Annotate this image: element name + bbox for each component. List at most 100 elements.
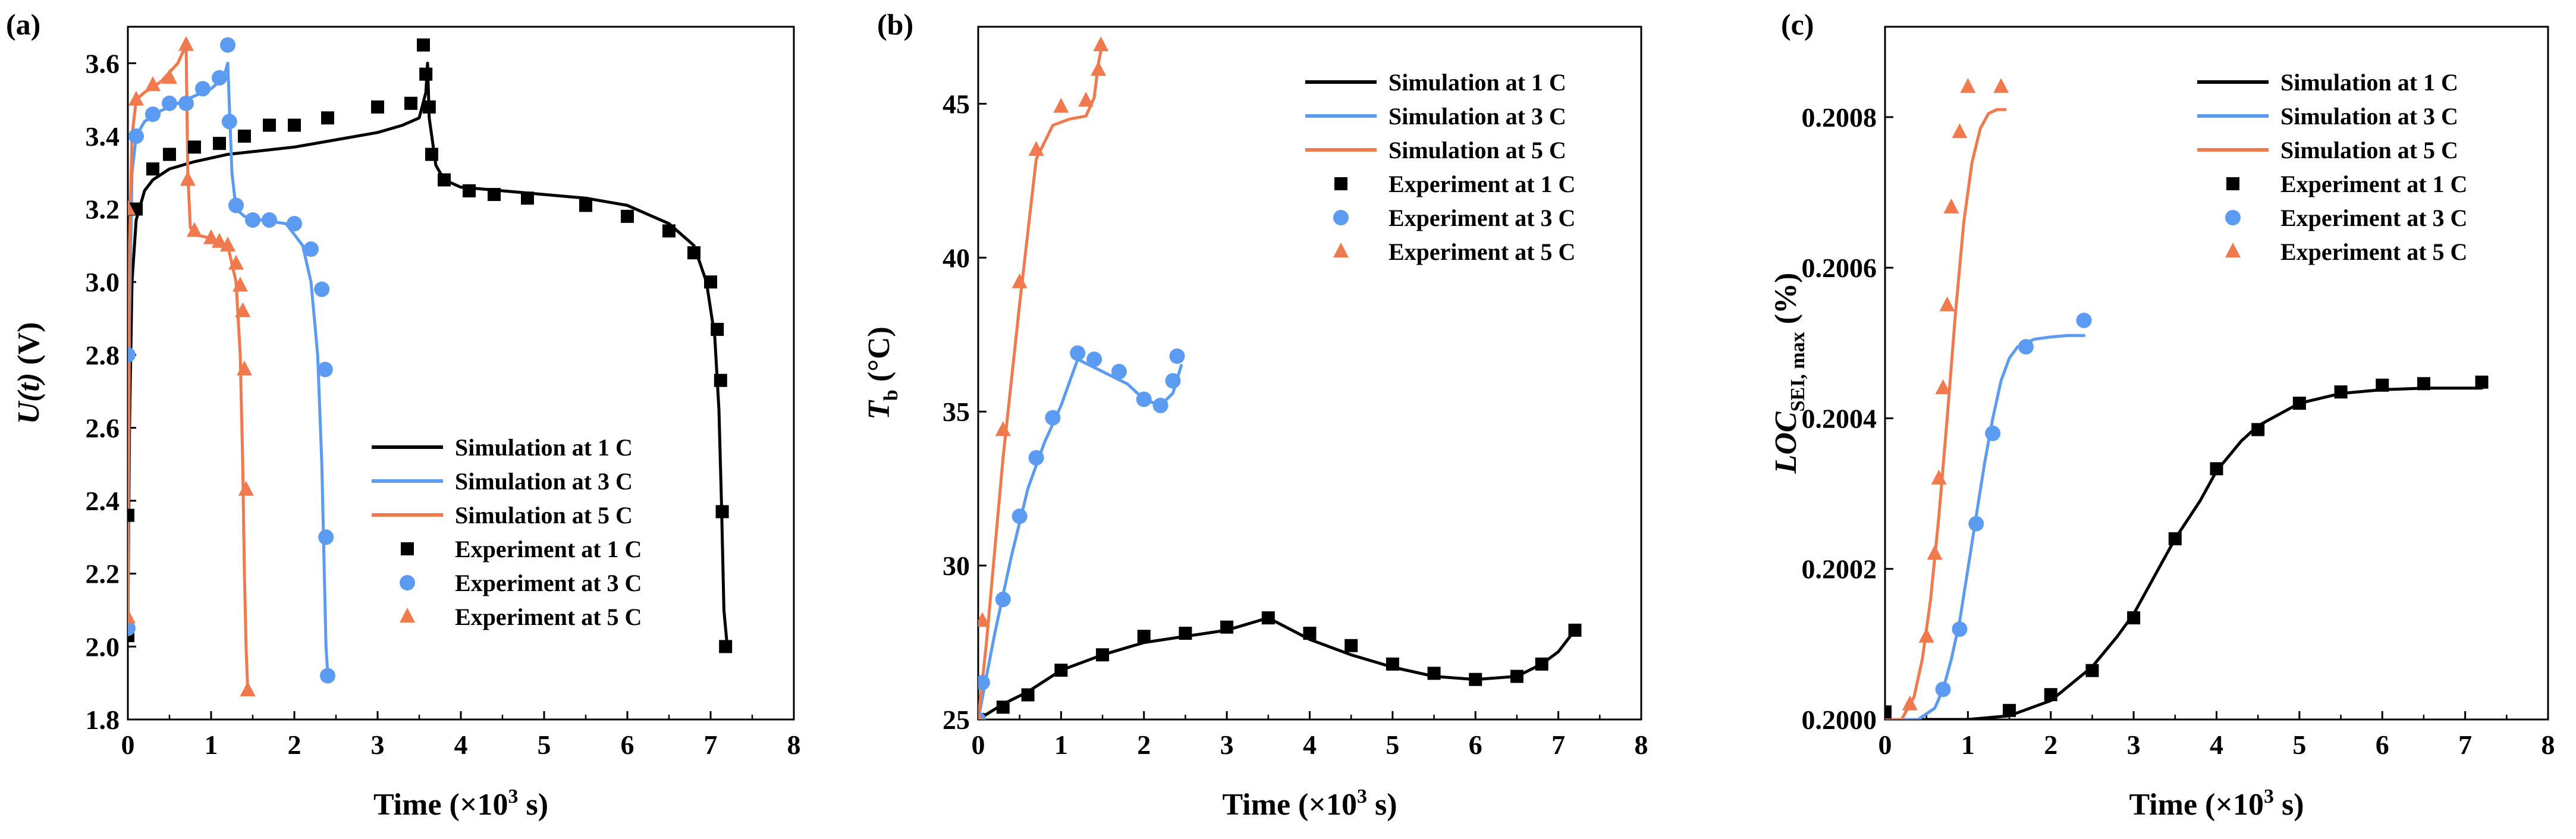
x-axis-title: Time (×103 s)	[1222, 785, 1397, 822]
data-point	[178, 95, 194, 111]
data-point	[714, 373, 727, 387]
data-point	[1078, 92, 1094, 107]
plot-area	[978, 36, 1582, 719]
data-point	[2210, 462, 2223, 476]
x-tick-label: 7	[2458, 730, 2472, 760]
data-point	[579, 199, 592, 212]
y-tick-label: 0.2002	[1802, 554, 1877, 585]
series-line	[978, 616, 1576, 719]
x-tick-label: 5	[2292, 730, 2306, 760]
data-point	[425, 147, 438, 161]
data-point	[245, 212, 260, 228]
panel-letter: (a)	[6, 8, 40, 41]
data-point	[1169, 348, 1185, 364]
data-point	[128, 200, 136, 215]
data-point	[1568, 623, 1582, 637]
legend-label: Experiment at 5 C	[455, 604, 642, 630]
data-point	[1303, 627, 1317, 640]
x-axis-title: Time (×103 s)	[373, 785, 548, 822]
legend-label: Experiment at 5 C	[2280, 238, 2467, 265]
legend: Simulation at 1 C Simulation at 3 C Simula…	[372, 434, 642, 630]
y-axis-title-main: T	[862, 400, 896, 420]
legend-label: Experiment at 3 C	[2280, 205, 2467, 231]
data-point	[238, 129, 251, 143]
y-tick-label: 35	[943, 397, 970, 427]
data-point	[404, 96, 417, 110]
data-point	[2018, 339, 2034, 355]
x-tick-label: 0	[972, 730, 985, 760]
series-line	[1885, 334, 2085, 719]
series-4	[978, 611, 1582, 719]
legend-item: Experiment at 3 C	[1333, 205, 1575, 231]
data-point	[1011, 508, 1028, 524]
data-point	[1386, 657, 1399, 671]
data-point	[1111, 363, 1127, 379]
x-tick-label: 4	[2210, 730, 2223, 760]
series-4	[128, 38, 733, 653]
legend-item: Simulation at 1 C	[2197, 69, 2458, 96]
legend-marker-swatch	[2225, 210, 2241, 225]
data-point	[1021, 688, 1035, 702]
data-point	[146, 162, 159, 176]
legend-item: Experiment at 5 C	[2225, 238, 2467, 265]
y-axis-title: LOCSEI, max (%)	[1769, 273, 1809, 475]
y-tick-label: 2.4	[86, 486, 120, 516]
data-point	[1927, 545, 1943, 560]
legend: Simulation at 1 C Simulation at 3 C Simula…	[1305, 69, 1575, 265]
data-point	[1165, 373, 1181, 389]
data-point	[715, 505, 729, 519]
y-axis-title-unit: (V)	[12, 322, 46, 373]
data-point	[187, 222, 202, 237]
y-axis-title-subscript: b	[880, 389, 902, 401]
data-point	[1935, 681, 1951, 697]
legend-item: Simulation at 5 C	[1305, 137, 1566, 164]
data-point	[488, 188, 501, 202]
y-axis-title-main: U(t)	[12, 373, 46, 425]
y-tick-label: 0.2008	[1802, 102, 1877, 133]
data-point	[1220, 620, 1234, 634]
data-point	[162, 68, 177, 84]
data-point	[978, 711, 983, 719]
y-tick-label: 1.8	[86, 705, 120, 735]
data-point	[2292, 397, 2306, 410]
legend-label: Experiment at 3 C	[455, 570, 642, 596]
data-point	[320, 668, 335, 684]
data-point	[2085, 664, 2099, 677]
x-tick-label: 0	[121, 730, 135, 760]
x-axis-title-tail: s)	[2274, 788, 2304, 822]
data-point	[1960, 78, 1976, 93]
data-point	[195, 81, 211, 97]
data-point	[318, 529, 334, 545]
data-point	[687, 246, 700, 260]
legend-item: Experiment at 1 C	[1334, 171, 1575, 197]
data-point	[262, 212, 277, 228]
data-point	[321, 111, 334, 125]
x-tick-label: 1	[205, 730, 218, 760]
data-point	[1943, 198, 1959, 213]
y-tick-label: 2.0	[86, 631, 120, 662]
legend-label: Simulation at 3 C	[2280, 103, 2458, 130]
series-1	[1885, 386, 2483, 719]
x-axis-title-tail: s)	[518, 788, 548, 822]
legend-item: Experiment at 5 C	[400, 604, 642, 630]
data-point	[463, 184, 476, 197]
legend-marker-swatch	[2226, 177, 2239, 190]
series-6	[1902, 78, 2009, 711]
x-axis-title: Time (×103 s)	[2129, 785, 2304, 822]
legend-item: Simulation at 5 C	[372, 502, 633, 529]
legend-marker-swatch	[1333, 243, 1349, 257]
y-tick-label: 0.2004	[1802, 403, 1877, 433]
x-tick-label: 4	[454, 730, 468, 760]
x-tick-label: 1	[1961, 730, 1975, 760]
data-point	[162, 95, 177, 111]
y-tick-label: 3.6	[86, 48, 120, 78]
data-point	[314, 281, 330, 297]
data-point	[1070, 345, 1086, 361]
data-point	[438, 173, 451, 187]
legend-marker-swatch	[1334, 177, 1347, 190]
legend-label: Simulation at 5 C	[2280, 137, 2458, 164]
legend-label: Simulation at 5 C	[455, 502, 633, 529]
data-point	[240, 681, 256, 696]
x-tick-label: 2	[2044, 730, 2057, 760]
data-point	[621, 209, 634, 223]
